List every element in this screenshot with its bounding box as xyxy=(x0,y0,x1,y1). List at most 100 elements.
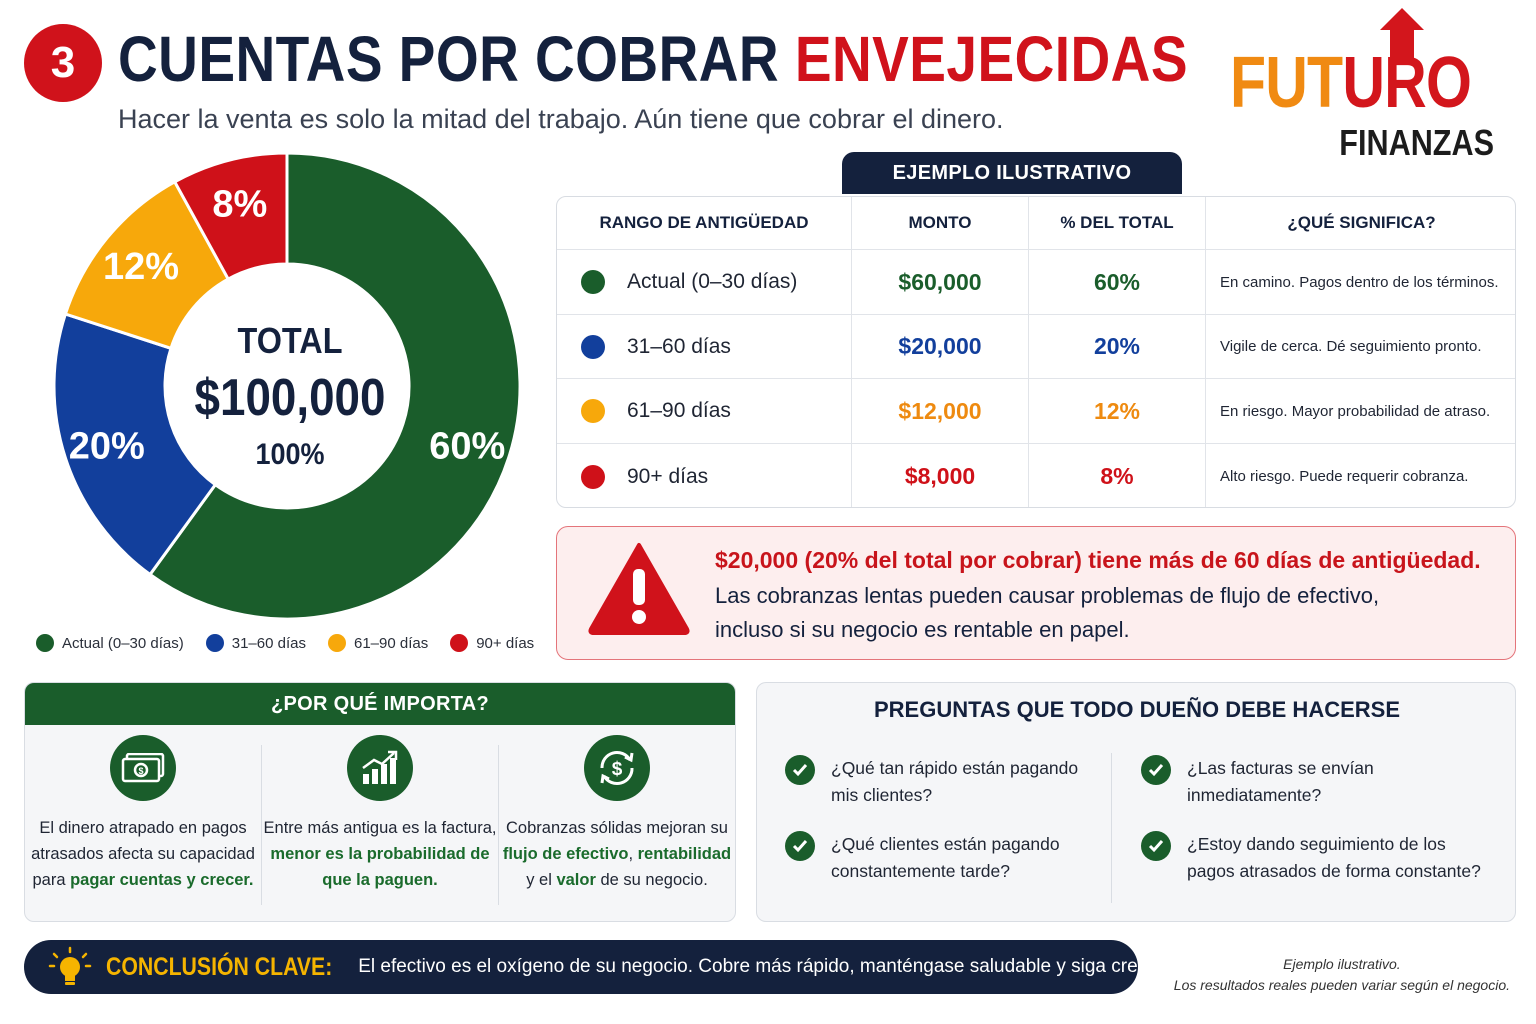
slice-label: 20% xyxy=(69,426,145,468)
logo-arrow-icon xyxy=(1380,8,1424,58)
why-text-1: El dinero atrapado en pagos atrasados af… xyxy=(25,815,261,893)
legend-item-61-90: 61–90 días xyxy=(327,634,429,652)
amount-cell: $8,000 xyxy=(851,444,1028,507)
why-text-3-g: de su negocio. xyxy=(595,871,708,889)
why-text-3-d: rentabilidad xyxy=(637,845,732,863)
legend-label: 90+ días xyxy=(476,634,535,652)
logo-word-u: U xyxy=(1342,43,1385,123)
logo-subtext: FINANZAS xyxy=(1339,122,1494,163)
page-subtitle: Hacer la venta es solo la mitad del trab… xyxy=(118,104,1004,134)
questions-title: PREGUNTAS QUE TODO DUEÑO DEBE HACERSE xyxy=(873,697,1401,722)
check-icon xyxy=(1141,755,1171,785)
alert-body-line-2: incluso si su negocio es rentable en pap… xyxy=(715,617,1130,642)
logo-word-fut: FUT xyxy=(1230,43,1343,123)
range-label: 90+ días xyxy=(627,464,709,488)
table-row: 61–90 días $12,000 12% En riesgo. Mayor … xyxy=(557,378,1515,443)
percent-cell: 12% xyxy=(1028,379,1205,443)
why-text-2: Entre más antigua es la factura, menor e… xyxy=(262,815,498,893)
legend-item-31-60: 31–60 días xyxy=(205,634,306,652)
conclusion-text: El efectivo es el oxígeno de su negocio.… xyxy=(358,956,1199,977)
slice-label: 8% xyxy=(212,183,267,225)
question-text: ¿Las facturas se envían inmediatamente? xyxy=(1187,758,1374,805)
why-text-1-a: El dinero atrapado en pagos atrasados af… xyxy=(31,819,255,889)
why-column-2: Entre más antigua es la factura, menor e… xyxy=(262,735,498,915)
meaning-cell: Alto riesgo. Puede requerir cobranza. xyxy=(1205,444,1515,507)
percent-cell: 8% xyxy=(1028,444,1205,507)
logo-wordmark: FUTURO xyxy=(1230,42,1472,124)
legend-item-current: Actual (0–30 días) xyxy=(36,634,184,652)
warning-callout: $20,000 (20% del total por cobrar) tiene… xyxy=(556,526,1516,660)
meaning-cell: En riesgo. Mayor probabilidad de atraso. xyxy=(1205,379,1515,443)
warning-triangle-icon xyxy=(588,543,690,635)
section-number-badge: 3 xyxy=(24,24,102,102)
meaning-text: Alto riesgo. Puede requerir cobranza. xyxy=(1220,468,1469,485)
donut-center-percent: 100% xyxy=(255,438,325,471)
question-item: ¿Las facturas se envían inmediatamente? xyxy=(1141,755,1471,809)
question-text: ¿Qué tan rápido están pagando mis client… xyxy=(831,758,1079,805)
meaning-cell: Vigile de cerca. Dé seguimiento pronto. xyxy=(1205,315,1515,378)
alert-body-line-1: Las cobranzas lentas pueden causar probl… xyxy=(715,583,1380,608)
aging-donut-chart: 60% 20% 12% 8% TOTAL $100,000 100% xyxy=(40,150,540,630)
header-range: RANGO DE ANTIGÜEDAD xyxy=(599,213,809,232)
why-text-3-f: valor xyxy=(556,871,596,889)
why-text-3: Cobranzas sólidas mejoran su flujo de ef… xyxy=(499,815,735,893)
chart-legend: Actual (0–30 días) 31–60 días 61–90 días… xyxy=(36,634,534,652)
check-icon xyxy=(785,831,815,861)
amount-value: $8,000 xyxy=(904,463,976,489)
check-icon xyxy=(785,755,815,785)
why-text-3-e: y el xyxy=(526,871,557,889)
footnote-line-1: Ejemplo ilustrativo. xyxy=(1283,956,1401,972)
svg-text:$: $ xyxy=(138,766,143,776)
footnote: Ejemplo ilustrativo. Los resultados real… xyxy=(1174,954,1510,996)
percent-value: 60% xyxy=(1093,268,1141,295)
owner-questions-panel: PREGUNTAS QUE TODO DUEÑO DEBE HACERSE ¿Q… xyxy=(756,682,1516,922)
legend-label: Actual (0–30 días) xyxy=(62,634,184,652)
slice-label: 12% xyxy=(103,246,179,288)
why-text-3-c: , xyxy=(628,845,638,863)
why-text-3-a: Cobranzas sólidas mejoran su xyxy=(506,819,728,837)
aging-table: RANGO DE ANTIGÜEDAD MONTO % DEL TOTAL ¿Q… xyxy=(556,196,1516,508)
legend-dot-orange xyxy=(327,634,346,652)
table-header-row: RANGO DE ANTIGÜEDAD MONTO % DEL TOTAL ¿Q… xyxy=(557,197,1515,249)
question-text: ¿Estoy dando seguimiento de los pagos at… xyxy=(1187,834,1481,881)
question-item: ¿Qué clientes están pagando constantemen… xyxy=(785,831,1085,885)
why-text-3-b: flujo de efectivo xyxy=(502,845,629,863)
donut-svg: 60% 20% 12% 8% xyxy=(52,151,522,621)
range-dot-blue xyxy=(581,334,605,359)
percent-value: 20% xyxy=(1093,333,1141,359)
donut-slice xyxy=(147,151,522,621)
why-text-1-b: pagar cuentas y crecer. xyxy=(70,871,254,889)
why-text-2-b: menor es la probabilidad de que la pague… xyxy=(270,845,490,889)
conclusion-label: CONCLUSIÓN CLAVE: xyxy=(106,952,333,981)
question-item: ¿Qué tan rápido están pagando mis client… xyxy=(785,755,1085,809)
legend-dot-red xyxy=(450,634,469,652)
header-meaning: ¿QUÉ SIGNIFICA? xyxy=(1205,197,1515,249)
title-part-1: CUENTAS POR COBRAR xyxy=(118,23,780,95)
amount-cell: $60,000 xyxy=(851,250,1028,314)
why-divider xyxy=(261,745,262,905)
legend-label: 61–90 días xyxy=(353,634,429,652)
key-conclusion-banner: CONCLUSIÓN CLAVE: El efectivo es el oxíg… xyxy=(24,940,1199,994)
table-row: 31–60 días $20,000 20% Vigile de cerca. … xyxy=(557,314,1515,378)
donut-slice xyxy=(52,312,218,577)
table-row: 90+ días $8,000 8% Alto riesgo. Puede re… xyxy=(557,443,1515,507)
percent-value: 8% xyxy=(1100,463,1134,489)
donut-slice xyxy=(172,151,289,282)
slice-label: 60% xyxy=(429,426,505,468)
donut-center-title: TOTAL xyxy=(237,320,343,361)
page-title: CUENTAS POR COBRAR ENVEJECIDAS xyxy=(118,22,1188,96)
meaning-text: Vigile de cerca. Dé seguimiento pronto. xyxy=(1220,338,1482,355)
why-divider xyxy=(498,745,499,905)
legend-label: 31–60 días xyxy=(231,634,306,652)
question-item: ¿Estoy dando seguimiento de los pagos at… xyxy=(1141,831,1491,885)
amount-cell: $12,000 xyxy=(851,379,1028,443)
range-cell: 61–90 días xyxy=(557,379,851,443)
percent-cell: 20% xyxy=(1028,315,1205,378)
legend-dot-green xyxy=(36,634,54,652)
table-row: Actual (0–30 días) $60,000 60% En camino… xyxy=(557,249,1515,314)
percent-cell: 60% xyxy=(1028,250,1205,314)
range-dot-red xyxy=(581,464,605,489)
why-column-1: $ El dinero atrapado en pagos atrasados … xyxy=(25,735,261,915)
range-label: 61–90 días xyxy=(627,399,731,422)
why-panel-title: ¿POR QUÉ IMPORTA? xyxy=(25,683,735,725)
